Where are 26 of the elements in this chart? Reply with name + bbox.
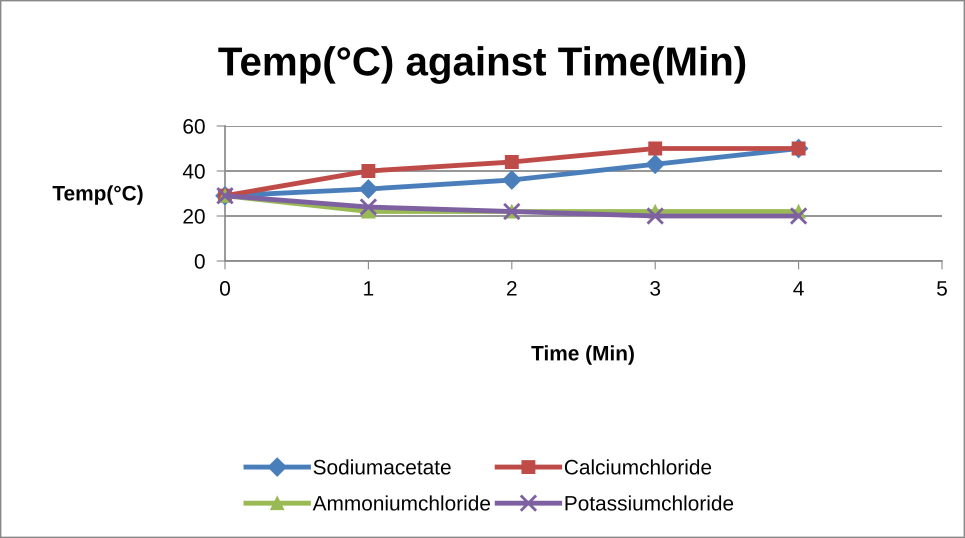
point	[359, 198, 378, 216]
x-tick-label: 0	[220, 280, 230, 296]
point	[648, 142, 662, 156]
point	[790, 206, 808, 226]
y-tick-label: 20	[183, 209, 205, 224]
legend-label: Sodiumacetate	[314, 459, 451, 475]
y-tick-label: 0	[194, 254, 205, 269]
x-tick-label: 4	[793, 281, 804, 296]
x-tick-label: 3	[650, 280, 660, 296]
point	[646, 206, 664, 226]
x-tick-label: 2	[507, 280, 517, 296]
x-axis-title: Time (Min)	[531, 345, 634, 365]
x-tick-label: 5	[937, 281, 947, 296]
point	[358, 179, 378, 199]
y-tick-label: 40	[182, 164, 205, 179]
legend-label: Ammoniumchloride	[312, 495, 490, 511]
point	[361, 164, 376, 178]
y-axis-title: Temp(°C)	[52, 185, 143, 205]
point	[646, 154, 665, 174]
legend-label: Calciumchloride	[564, 459, 712, 475]
y-tick-label: 60	[183, 119, 205, 134]
chart-title: Temp(°C) against Time(Min)	[218, 46, 746, 84]
point	[502, 170, 522, 190]
point	[504, 155, 519, 169]
x-tick-label: 1	[364, 281, 374, 296]
legend-label: Potassiumchloride	[566, 495, 734, 511]
